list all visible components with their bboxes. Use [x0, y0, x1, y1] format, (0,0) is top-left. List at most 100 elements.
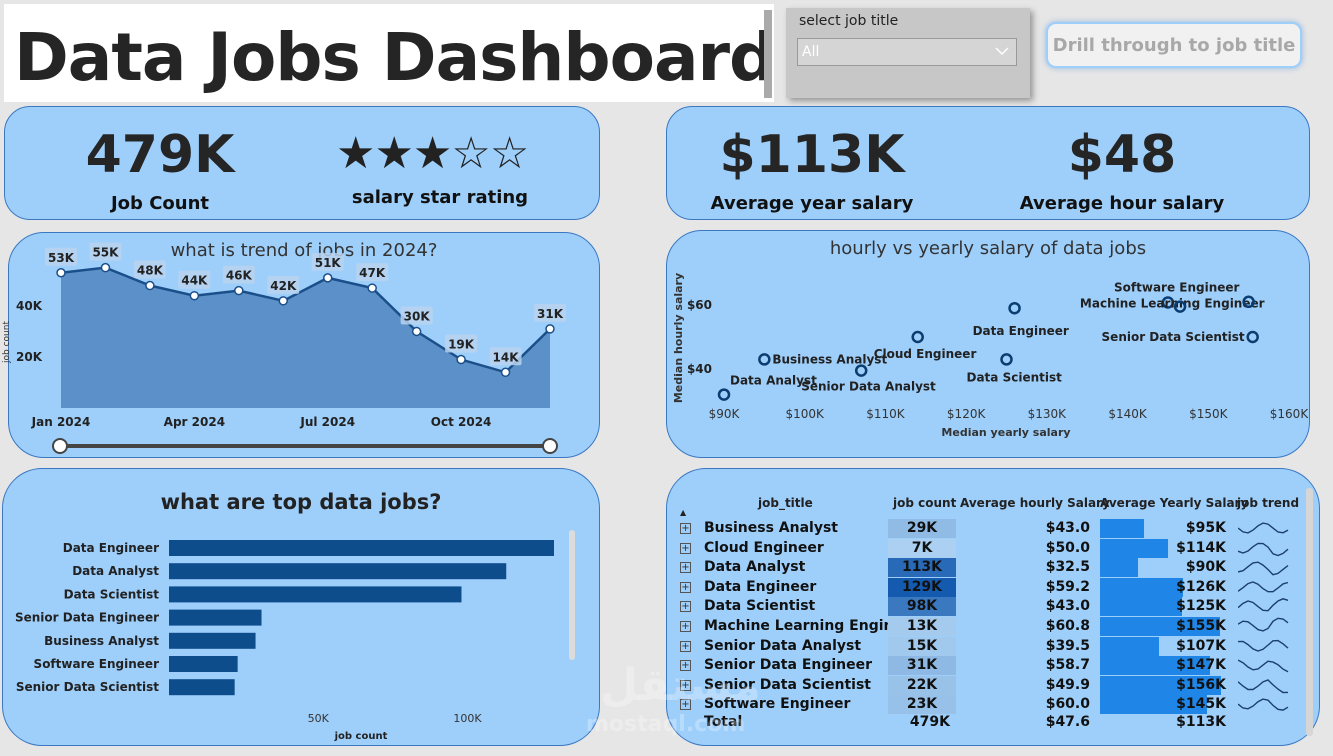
trend-label-box [89, 242, 122, 261]
table-row[interactable]: + Senior Data Engineer 31K $58.7 $147K [672, 656, 1292, 676]
trend-label-box [445, 334, 478, 353]
star-rating-label: salary star rating [351, 187, 529, 208]
expand-icon[interactable]: + [680, 581, 691, 593]
job-count-bar [888, 577, 956, 597]
yearly-salary-bar [1100, 597, 1182, 617]
trend-y-tick: 20K [16, 350, 43, 364]
date-slider-start-handle[interactable] [52, 438, 68, 454]
table-row[interactable]: + Data Scientist 98K $43.0 $125K [672, 597, 1292, 617]
hourly-salary-cell: $50.0 [1045, 539, 1090, 556]
scatter-point [1008, 301, 1021, 315]
bar-category-label: Data Engineer [63, 541, 159, 555]
drill-through-button[interactable]: Drill through to job title [1046, 22, 1302, 68]
slicer-dropdown[interactable]: All [797, 38, 1017, 66]
job-title-cell: Business Analyst [704, 520, 838, 536]
scatter-point-label: Business Analyst [772, 352, 887, 366]
scatter-point [1173, 300, 1187, 313]
yearly-salary-cell: $126K [1176, 578, 1226, 595]
trend-label-box [311, 252, 344, 271]
expand-icon[interactable]: + [680, 679, 691, 691]
star-empty-icon: ☆ [451, 128, 490, 179]
trend-label-box [45, 247, 77, 266]
salary-star-rating: ★★★☆☆ [336, 128, 529, 179]
trend-data-label: 42K [270, 279, 297, 293]
table-scrollbar[interactable] [1306, 488, 1313, 736]
job-count-cell: 22K [906, 676, 938, 693]
yearly-salary-cell: $156K [1176, 676, 1226, 693]
trend-point [56, 268, 66, 278]
job-trend-sparkline [1238, 598, 1289, 612]
trend-label-box [222, 265, 255, 284]
scatter-point [758, 353, 771, 366]
table-row[interactable]: + Data Analyst 113K $32.5 $90K [672, 558, 1292, 578]
yearly-salary-bar [1100, 675, 1221, 695]
table-row[interactable]: + Senior Data Analyst 15K $39.5 $107K [672, 636, 1292, 656]
star-empty-icon: ☆ [489, 128, 529, 179]
slicer-selected-value: All [802, 44, 820, 60]
bar-category-label: Data Scientist [64, 587, 160, 601]
watermark-arabic: مستقل [600, 660, 761, 711]
job-title-cell: Cloud Engineer [704, 539, 824, 556]
trend-label-box [178, 270, 211, 289]
trend-data-label: 51K [315, 256, 342, 270]
yearly-salary-bar [1100, 577, 1183, 597]
page-title: Data Jobs Dashboard [14, 19, 776, 96]
star-filled-icon: ★ [374, 128, 413, 179]
trend-point [234, 285, 244, 296]
table-column-header[interactable]: job_title [758, 496, 813, 510]
table-column-header[interactable]: Average Yearly Salary [1100, 496, 1249, 510]
avg-year-salary-value: $113K [719, 125, 905, 185]
scatter-point-label: Senior Data Analyst [801, 380, 936, 394]
trend-y-axis-label: job count [2, 321, 12, 364]
expand-icon[interactable]: + [680, 601, 691, 613]
hourly-salary-cell: $32.5 [1045, 559, 1090, 576]
expand-icon[interactable]: + [680, 523, 691, 534]
total-hourly-salary: $47.6 [1045, 714, 1090, 730]
job-count-bar [888, 558, 956, 578]
table-column-header[interactable]: Average hourly Salary [960, 496, 1110, 510]
bar-chart-scrollbar[interactable] [569, 530, 575, 660]
yearly-salary-bar [1100, 636, 1159, 656]
job-count-cell: 98K [906, 598, 938, 615]
expand-icon[interactable]: + [680, 640, 691, 652]
job-trend-sparkline [1238, 522, 1289, 534]
trend-data-label: 31K [537, 307, 564, 321]
trend-data-label: 30K [404, 309, 431, 323]
expand-icon[interactable]: + [680, 699, 691, 711]
trend-y-tick: 40K [16, 299, 43, 313]
scatter-point [911, 330, 924, 344]
job-count-bar [888, 675, 956, 695]
job-trend-sparkline [1238, 639, 1289, 652]
scatter-x-tick: $90K [709, 407, 741, 421]
table-row[interactable]: + Machine Learning Engineer 13K $60.8 $1… [672, 617, 1292, 636]
expand-icon[interactable]: + [680, 660, 691, 672]
expand-icon[interactable]: + [680, 542, 691, 554]
job-count-bar [888, 656, 956, 676]
expand-icon[interactable]: + [680, 621, 691, 632]
trend-point [100, 262, 111, 273]
job-count-label: Job Count [110, 193, 210, 214]
table-row[interactable]: + Cloud Engineer 7K $50.0 $114K [672, 538, 1292, 558]
trend-x-tick: Oct 2024 [431, 415, 492, 429]
table-row[interactable]: + Senior Data Scientist 22K $49.9 $156K [672, 675, 1292, 695]
avg-hour-salary-label: Average hour salary [1019, 193, 1225, 214]
table-column-header[interactable]: job count [893, 496, 957, 510]
scatter-x-tick: $120K [947, 407, 987, 421]
table-row[interactable]: + Software Engineer 23K $60.0 $145K [672, 695, 1292, 715]
table-row[interactable]: + Data Engineer 129K $59.2 $126K [672, 577, 1292, 597]
scatter-y-axis-label: Median hourly salary [672, 273, 685, 403]
title-area: Data Jobs Dashboard [4, 4, 776, 102]
scatter-point [854, 364, 868, 377]
date-slider-end-handle[interactable] [542, 438, 558, 454]
table-column-header[interactable]: job trend [1237, 496, 1300, 510]
job-trend-sparkline [1238, 678, 1289, 694]
yearly-salary-cell: $145K [1176, 696, 1226, 713]
star-filled-icon: ★ [336, 128, 375, 179]
table-row[interactable]: + Business Analyst 29K $43.0 $95K [672, 519, 1292, 538]
expand-icon[interactable]: + [680, 562, 691, 574]
trend-point [367, 283, 377, 293]
trend-label-box [534, 303, 566, 322]
bar-x-axis-label: job count [334, 731, 388, 742]
scatter-x-tick: $110K [866, 407, 906, 421]
yearly-salary-cell: $90K [1185, 559, 1226, 576]
